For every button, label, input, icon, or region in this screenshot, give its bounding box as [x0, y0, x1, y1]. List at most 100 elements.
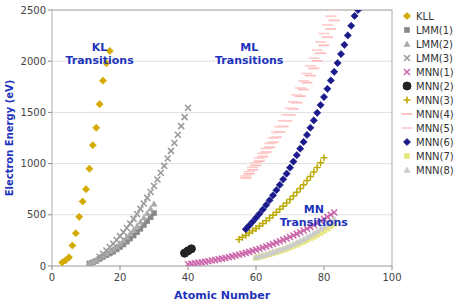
- series-3: [97, 105, 191, 260]
- legend-label: MNN(4): [416, 109, 454, 120]
- series-2: [86, 201, 157, 266]
- point: [151, 183, 157, 189]
- point: [280, 203, 287, 210]
- point: [158, 170, 164, 176]
- legend-marker: [404, 97, 411, 104]
- point: [341, 41, 348, 48]
- legend-label: LMM(1): [416, 25, 453, 36]
- point: [280, 176, 287, 183]
- point: [171, 140, 177, 146]
- point: [127, 221, 133, 227]
- point: [325, 15, 336, 17]
- point: [317, 159, 324, 166]
- plot-area: [59, 10, 362, 266]
- point: [247, 169, 258, 171]
- point: [247, 166, 258, 168]
- point: [65, 254, 72, 261]
- point: [281, 114, 292, 116]
- tick-mark: [392, 266, 393, 270]
- legend-marker: [404, 41, 410, 46]
- point: [257, 153, 268, 155]
- point: [86, 165, 93, 172]
- annotation-line: MN: [304, 203, 324, 216]
- point: [240, 175, 251, 177]
- annotation-line: Transitions: [65, 54, 134, 67]
- point: [96, 101, 103, 108]
- point: [300, 181, 307, 188]
- legend-label: MNN(2): [416, 81, 454, 92]
- legend-label: MNN(3): [416, 95, 454, 106]
- legend-label: MNN(8): [416, 165, 454, 176]
- point: [278, 120, 289, 122]
- point: [329, 20, 340, 22]
- point: [293, 152, 300, 159]
- point: [334, 59, 341, 66]
- point: [297, 145, 304, 152]
- tick-label: 1500: [21, 107, 46, 118]
- annotation-line: Transitions: [280, 216, 349, 229]
- point: [331, 68, 338, 75]
- point: [161, 163, 167, 169]
- point: [314, 109, 321, 116]
- point: [165, 155, 171, 161]
- point: [288, 101, 299, 103]
- point: [308, 68, 319, 70]
- point: [324, 85, 331, 92]
- point: [298, 80, 309, 82]
- grid-line: [52, 163, 392, 164]
- chart: 05001000150020002500020406080100Atomic N…: [0, 0, 474, 307]
- tick-mark: [256, 266, 257, 270]
- point: [314, 164, 321, 171]
- point: [99, 77, 106, 84]
- point: [254, 157, 265, 159]
- point: [315, 52, 326, 54]
- point: [307, 173, 314, 180]
- point: [69, 242, 76, 249]
- legend-marker: [404, 55, 410, 61]
- point: [187, 245, 195, 253]
- point: [175, 132, 181, 138]
- point: [317, 101, 324, 108]
- tick-mark: [188, 266, 189, 270]
- point: [141, 201, 147, 207]
- point: [315, 41, 326, 43]
- point: [283, 199, 290, 206]
- point: [310, 117, 317, 124]
- point: [297, 185, 304, 192]
- point: [283, 170, 290, 177]
- point: [348, 22, 355, 29]
- legend-label: MNN(5): [416, 123, 454, 134]
- point: [271, 132, 282, 134]
- tick-label: 100: [382, 272, 401, 283]
- series-7: [240, 20, 339, 177]
- legend-marker: [403, 12, 410, 19]
- legend-label: MNN(7): [416, 151, 454, 162]
- legend-marker: [403, 138, 410, 145]
- legend-marker: [405, 28, 410, 33]
- annotation: MLTransitions: [215, 41, 284, 67]
- legend: KLLLMM(1)LMM(2)LMM(3)MNN(1)MNN(2)MNN(3)M…: [402, 11, 454, 176]
- point: [304, 177, 311, 184]
- legend-label: LMM(2): [416, 39, 453, 50]
- point: [244, 171, 255, 173]
- legend-marker: [402, 127, 413, 129]
- point: [148, 189, 154, 195]
- tick-mark: [324, 266, 325, 270]
- point: [337, 50, 344, 57]
- point: [257, 156, 268, 158]
- point: [72, 230, 79, 237]
- tick-label: 40: [182, 272, 195, 283]
- point: [251, 162, 262, 164]
- point: [264, 142, 275, 144]
- legend-marker: [403, 82, 411, 90]
- series-6: [236, 154, 328, 243]
- point: [322, 36, 333, 38]
- point: [319, 44, 330, 46]
- point: [344, 32, 351, 39]
- point: [303, 131, 310, 138]
- point: [329, 10, 340, 11]
- point: [93, 124, 100, 131]
- point: [300, 138, 307, 145]
- point: [312, 60, 323, 62]
- point: [302, 82, 313, 84]
